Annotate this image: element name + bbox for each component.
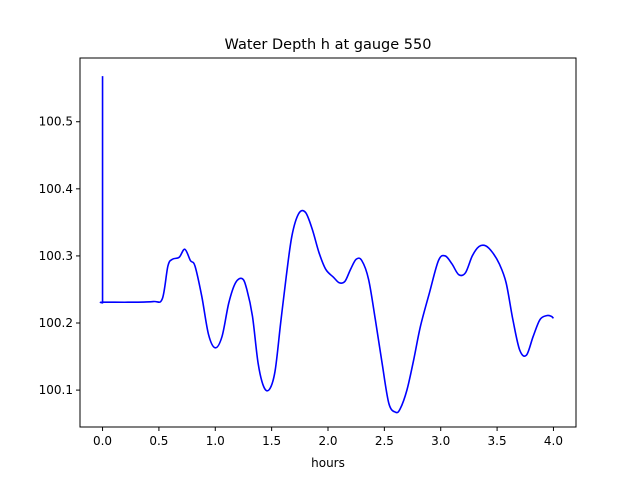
x-tick-label: 1.5 xyxy=(262,434,281,448)
y-tick-label: 100.2 xyxy=(39,316,73,330)
x-tick-label: 3.0 xyxy=(431,434,450,448)
x-tick-label: 0.5 xyxy=(149,434,168,448)
x-axis-label: hours xyxy=(311,456,345,470)
y-tick-label: 100.3 xyxy=(39,249,73,263)
y-tick-label: 100.1 xyxy=(39,383,73,397)
plot-frame xyxy=(79,57,577,428)
y-axis-ticks: 100.1 100.2 100.3 100.4 100.5 xyxy=(39,115,80,397)
series-line xyxy=(99,76,555,414)
x-tick-label: 2.0 xyxy=(318,434,337,448)
x-axis-ticks: 0.0 0.5 1.0 1.5 2.0 2.5 3.0 3.5 4.0 xyxy=(93,427,563,448)
y-tick-label: 100.5 xyxy=(39,115,73,129)
x-tick-label: 0.0 xyxy=(93,434,112,448)
series-layer xyxy=(99,76,555,414)
x-tick-label: 2.5 xyxy=(375,434,394,448)
y-tick-label: 100.4 xyxy=(39,182,73,196)
x-tick-label: 4.0 xyxy=(544,434,563,448)
x-tick-label: 3.5 xyxy=(488,434,507,448)
chart-title: Water Depth h at gauge 550 xyxy=(225,37,432,53)
x-tick-label: 1.0 xyxy=(206,434,225,448)
plot-area xyxy=(80,58,576,427)
